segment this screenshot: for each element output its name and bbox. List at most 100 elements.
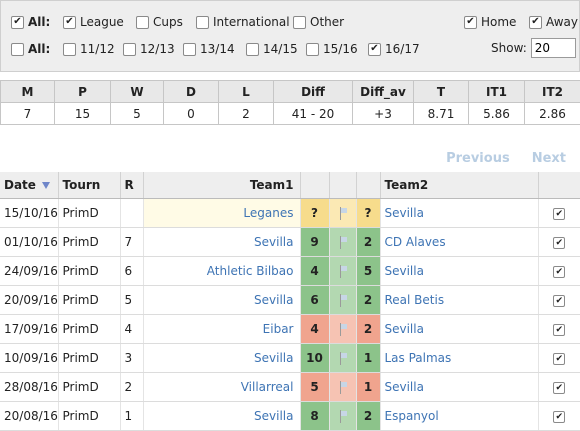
all-seasons-filter[interactable]: All: (11, 39, 50, 59)
check-icon[interactable]: ✔ (553, 237, 566, 250)
match-team1-link[interactable]: Sevilla (142, 401, 300, 431)
match-score1: 10 (299, 343, 329, 373)
match-select-cell[interactable]: ✔ (537, 198, 580, 228)
match-flag-cell[interactable] (328, 198, 356, 228)
season-checkbox[interactable] (123, 42, 136, 56)
match-flag-cell[interactable] (328, 227, 356, 257)
cups-filter[interactable]: Cups (136, 12, 183, 32)
match-team1-link[interactable]: Leganes (142, 198, 300, 228)
match-team2-link[interactable]: Sevilla (379, 198, 538, 228)
match-flag-cell[interactable] (328, 256, 356, 286)
show-label: Show: (491, 41, 527, 55)
match-flag-cell[interactable] (328, 372, 356, 402)
match-score1: 8 (299, 401, 329, 431)
check-icon[interactable]: ✔ (553, 382, 566, 395)
match-select-cell[interactable]: ✔ (537, 401, 580, 431)
match-team1-link[interactable]: Sevilla (142, 285, 300, 315)
stats-header-diff-av: Diff_av (352, 80, 414, 103)
home-checkbox[interactable]: ✔ (464, 15, 477, 29)
match-row: 15/10/16 PrimD Leganes?? Sevilla ✔ (0, 198, 580, 228)
all-types-checkbox[interactable]: ✔ (11, 15, 24, 29)
column-header-tourn[interactable]: Tourn (57, 172, 120, 199)
match-select-cell[interactable]: ✔ (537, 227, 580, 257)
previous-link[interactable]: Previous (446, 151, 510, 166)
column-header-round[interactable]: R (119, 172, 143, 199)
filter-row-seasons: All: 11/12 12/13 13/14 14/15 15/16 ✔ 16/… (1, 38, 580, 59)
all-seasons-checkbox[interactable] (11, 42, 24, 56)
stats-value-p: 15 (54, 102, 111, 125)
matches-header-row: Date Tourn R Team1 Team2 (0, 172, 580, 199)
away-checkbox[interactable]: ✔ (529, 15, 542, 29)
match-team2-link[interactable]: CD Alaves (379, 227, 538, 257)
cups-checkbox[interactable] (136, 15, 149, 29)
column-header-team1[interactable]: Team1 (142, 172, 300, 199)
flag-icon[interactable] (338, 409, 348, 423)
check-icon[interactable]: ✔ (553, 266, 566, 279)
flag-icon[interactable] (338, 206, 348, 220)
international-checkbox[interactable] (196, 15, 209, 29)
check-icon[interactable]: ✔ (553, 411, 566, 424)
season-filter-1213[interactable]: 12/13 (123, 39, 175, 59)
match-team1-link[interactable]: Villarreal (142, 372, 300, 402)
season-filter-1314[interactable]: 13/14 (183, 39, 235, 59)
season-checkbox[interactable] (306, 42, 319, 56)
season-filter-1516[interactable]: 15/16 (306, 39, 358, 59)
match-flag-cell[interactable] (328, 343, 356, 373)
match-team2-link[interactable]: Sevilla (379, 314, 538, 344)
flag-icon[interactable] (338, 235, 348, 249)
season-checkbox[interactable] (63, 42, 76, 56)
flag-icon[interactable] (338, 351, 348, 365)
match-team2-link[interactable]: Sevilla (379, 372, 538, 402)
international-filter[interactable]: International (196, 12, 290, 32)
match-team1-link[interactable]: Sevilla (142, 343, 300, 373)
match-tournament: PrimD (57, 401, 120, 431)
match-score2: 1 (355, 343, 380, 373)
home-filter[interactable]: ✔ Home (464, 12, 516, 32)
match-team2-link[interactable]: Sevilla (379, 256, 538, 286)
match-flag-cell[interactable] (328, 401, 356, 431)
other-filter[interactable]: Other (293, 12, 344, 32)
match-select-cell[interactable]: ✔ (537, 285, 580, 315)
all-types-filter[interactable]: ✔ All: (11, 12, 50, 32)
match-select-cell[interactable]: ✔ (537, 256, 580, 286)
flag-icon[interactable] (338, 264, 348, 278)
season-filter-1415[interactable]: 14/15 (246, 39, 298, 59)
flag-icon[interactable] (338, 293, 348, 307)
match-date: 20/08/16 (0, 401, 58, 431)
match-select-cell[interactable]: ✔ (537, 372, 580, 402)
match-team2-link[interactable]: Las Palmas (379, 343, 538, 373)
season-checkbox[interactable]: ✔ (368, 42, 381, 56)
season-filter-1617[interactable]: ✔ 16/17 (368, 39, 420, 59)
match-date: 28/08/16 (0, 372, 58, 402)
check-icon[interactable]: ✔ (553, 324, 566, 337)
match-team1-link[interactable]: Eibar (142, 314, 300, 344)
match-round: 7 (119, 227, 143, 257)
league-filter[interactable]: ✔ League (63, 12, 124, 32)
season-checkbox[interactable] (246, 42, 259, 56)
match-flag-cell[interactable] (328, 314, 356, 344)
column-header-team2[interactable]: Team2 (379, 172, 538, 199)
season-checkbox[interactable] (183, 42, 196, 56)
league-checkbox[interactable]: ✔ (63, 15, 76, 29)
match-flag-cell[interactable] (328, 285, 356, 315)
flag-icon[interactable] (338, 322, 348, 336)
next-link[interactable]: Next (531, 151, 566, 166)
match-select-cell[interactable]: ✔ (537, 314, 580, 344)
flag-icon[interactable] (338, 380, 348, 394)
match-date: 15/10/16 (0, 198, 58, 228)
match-team1-link[interactable]: Athletic Bilbao (142, 256, 300, 286)
match-team2-link[interactable]: Espanyol (379, 401, 538, 431)
match-team2-link[interactable]: Real Betis (379, 285, 538, 315)
show-count-input[interactable] (530, 38, 576, 58)
column-header-date[interactable]: Date (0, 172, 58, 199)
season-filter-1112[interactable]: 11/12 (63, 39, 115, 59)
match-team1-link[interactable]: Sevilla (142, 227, 300, 257)
away-filter[interactable]: ✔ Away (529, 12, 578, 32)
check-icon[interactable]: ✔ (553, 295, 566, 308)
match-select-cell[interactable]: ✔ (537, 343, 580, 373)
stats-value-w: 5 (110, 102, 164, 125)
check-icon[interactable]: ✔ (553, 353, 566, 366)
check-icon[interactable]: ✔ (553, 208, 566, 221)
match-score1: 5 (299, 372, 329, 402)
other-checkbox[interactable] (293, 15, 306, 29)
